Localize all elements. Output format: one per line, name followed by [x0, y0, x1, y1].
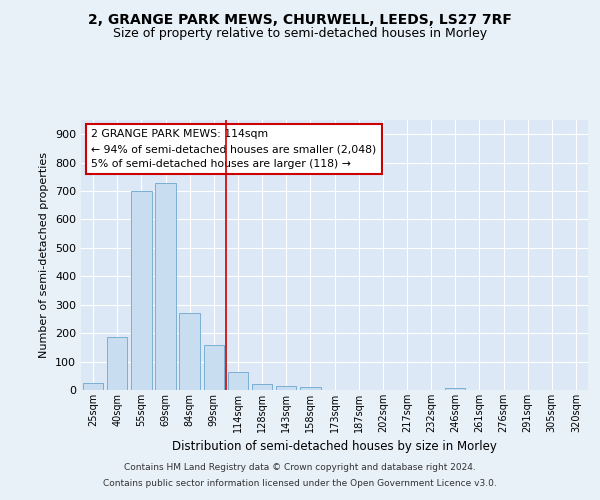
- Bar: [155, 182, 176, 390]
- Text: Contains public sector information licensed under the Open Government Licence v3: Contains public sector information licen…: [103, 478, 497, 488]
- Bar: [300, 387, 320, 390]
- X-axis label: Distribution of semi-detached houses by size in Morley: Distribution of semi-detached houses by …: [172, 440, 497, 454]
- Text: Contains HM Land Registry data © Crown copyright and database right 2024.: Contains HM Land Registry data © Crown c…: [124, 464, 476, 472]
- Bar: [276, 386, 296, 390]
- Text: 2 GRANGE PARK MEWS: 114sqm
← 94% of semi-detached houses are smaller (2,048)
5% : 2 GRANGE PARK MEWS: 114sqm ← 94% of semi…: [91, 130, 376, 169]
- Y-axis label: Number of semi-detached properties: Number of semi-detached properties: [40, 152, 49, 358]
- Text: Size of property relative to semi-detached houses in Morley: Size of property relative to semi-detach…: [113, 28, 487, 40]
- Bar: [131, 191, 152, 390]
- Bar: [179, 314, 200, 390]
- Text: 2, GRANGE PARK MEWS, CHURWELL, LEEDS, LS27 7RF: 2, GRANGE PARK MEWS, CHURWELL, LEEDS, LS…: [88, 12, 512, 26]
- Bar: [203, 344, 224, 390]
- Bar: [107, 338, 127, 390]
- Bar: [252, 384, 272, 390]
- Bar: [83, 383, 103, 390]
- Bar: [445, 388, 466, 390]
- Bar: [227, 372, 248, 390]
